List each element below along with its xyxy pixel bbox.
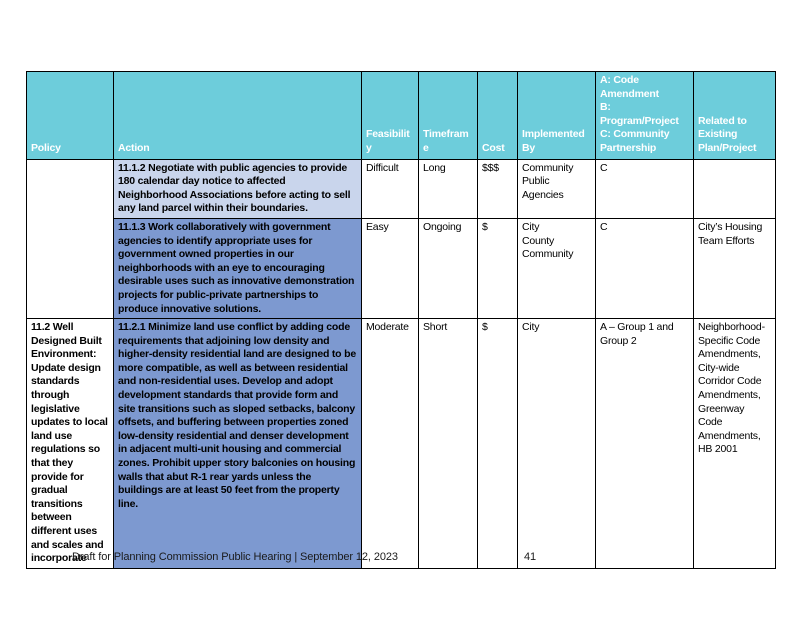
header-cost: Cost <box>477 71 518 160</box>
cell-implemented-by-r3: City <box>517 318 596 570</box>
cell-feasibility-moderate: Moderate <box>361 318 419 570</box>
header-implemented-by: Implemented By <box>517 71 596 160</box>
table-row-11-2-1: 11.2 Well Designed Built Environment: Up… <box>26 318 776 570</box>
cell-implemented-by-r2: City County Community <box>517 217 596 320</box>
table-row-11-1-3: 11.1.3 Work collaboratively with governm… <box>27 217 776 320</box>
cell-policy-11-2: 11.2 Well Designed Built Environment: Up… <box>26 318 114 570</box>
header-action: Action <box>113 71 362 160</box>
cell-policy-empty <box>26 158 114 320</box>
footer-page-number: 41 <box>524 551 537 563</box>
cell-action-11-1-3: 11.1.3 Work collaboratively with governm… <box>113 217 362 320</box>
cell-feasibility-easy: Easy <box>361 217 419 320</box>
cell-cost-low-r2: $ <box>477 217 518 320</box>
table-row-11-1-2: 11.1.2 Negotiate with public agencies to… <box>26 158 776 320</box>
cell-timeframe-long: Long <box>418 158 478 219</box>
header-related-plan: Related to Existing Plan/Project <box>693 71 776 160</box>
cell-timeframe-ongoing: Ongoing <box>418 217 478 320</box>
cell-implemented-by-r1: Community Public Agencies <box>517 158 596 219</box>
cell-action-11-1-2: 11.1.2 Negotiate with public agencies to… <box>113 158 362 219</box>
footer-draft-label: Draft for Planning Commission Public Hea… <box>72 551 398 563</box>
cell-cost-high: $$$ <box>477 158 518 219</box>
cell-action-11-2-1: 11.2.1 Minimize land use conflict by add… <box>113 318 362 570</box>
cell-feasibility-difficult: Difficult <box>361 158 419 219</box>
cell-abc-r1: C <box>595 158 694 219</box>
cell-related-r1 <box>693 158 776 219</box>
cell-related-r2: City’s Housing Team Efforts <box>693 217 776 320</box>
cell-cost-low-r3: $ <box>477 318 518 570</box>
table-header-row: Policy Action Feasibility Timeframe Cost… <box>26 71 776 160</box>
policy-action-matrix-table: Policy Action Feasibility Timeframe Cost… <box>26 71 776 570</box>
cell-timeframe-short: Short <box>418 318 478 570</box>
cell-abc-r2: C <box>595 217 694 320</box>
header-feasibility: Feasibility <box>361 71 419 160</box>
cell-abc-r3: A – Group 1 and Group 2 <box>595 318 694 570</box>
header-timeframe: Timeframe <box>418 71 478 160</box>
cell-related-r3: Neighborhood-Specific Code Amendments, C… <box>693 318 776 570</box>
header-abc-key: A: Code Amendment B: Program/Project C: … <box>595 71 694 160</box>
header-policy: Policy <box>26 71 114 160</box>
